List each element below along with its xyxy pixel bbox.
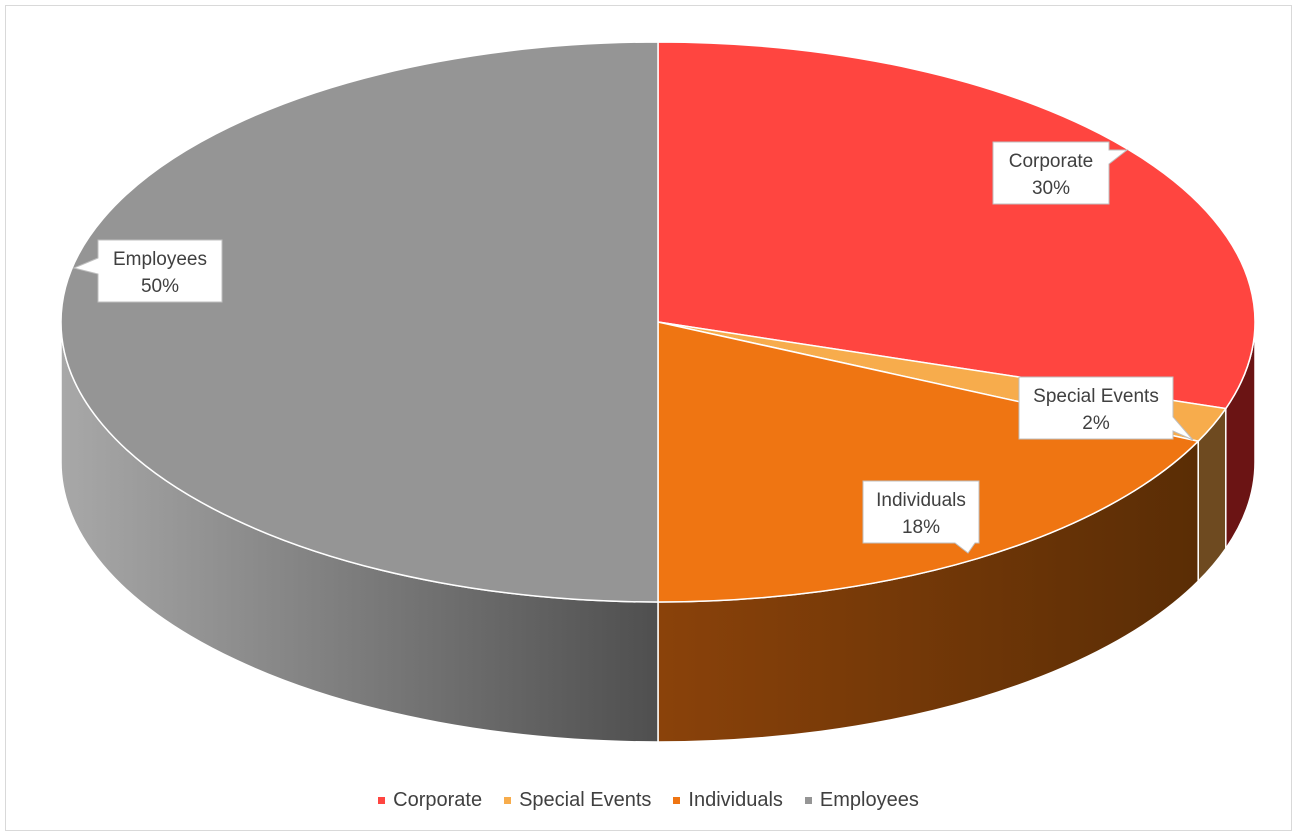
data-label-percent: 50% bbox=[141, 276, 179, 297]
data-label-special-events: Special Events 2% bbox=[1018, 376, 1194, 441]
legend-swatch bbox=[673, 797, 681, 804]
data-label-category: Individuals bbox=[876, 490, 966, 511]
legend-label: Employees bbox=[819, 789, 919, 811]
data-label-category: Corporate bbox=[1009, 151, 1094, 172]
pie-slice-employees bbox=[60, 41, 659, 603]
legend-item-employees: Employees bbox=[804, 789, 919, 812]
legend-item-special-events: Special Events bbox=[504, 789, 651, 812]
data-labels: Corporate 30% Special Events 2% Individuals 1… bbox=[72, 141, 1194, 554]
data-label-individuals: Individuals 18% bbox=[862, 480, 980, 554]
legend-swatch bbox=[804, 797, 812, 804]
legend: Corporate Special Events Individuals Employ… bbox=[0, 789, 1297, 812]
data-label-box bbox=[72, 239, 223, 303]
legend-swatch bbox=[504, 797, 512, 804]
legend-label: Corporate bbox=[393, 789, 483, 811]
data-label-percent: 30% bbox=[1032, 178, 1070, 199]
data-label-category: Employees bbox=[113, 249, 207, 270]
legend-item-corporate: Corporate bbox=[378, 789, 482, 812]
pie-tops bbox=[60, 41, 1256, 603]
data-label-box bbox=[1018, 376, 1194, 441]
data-label-percent: 2% bbox=[1082, 413, 1110, 434]
legend-swatch bbox=[378, 797, 386, 804]
data-label-category: Special Events bbox=[1033, 386, 1159, 407]
data-label-employees: Employees 50% bbox=[72, 239, 223, 303]
data-label-percent: 18% bbox=[902, 517, 940, 538]
legend-label: Individuals bbox=[688, 789, 783, 811]
legend-item-individuals: Individuals bbox=[673, 789, 783, 812]
data-label-corporate: Corporate 30% bbox=[992, 141, 1129, 205]
pie-slice-corporate bbox=[657, 41, 1256, 410]
data-label-box bbox=[992, 141, 1129, 205]
legend-label: Special Events bbox=[519, 789, 652, 811]
pie-sides bbox=[60, 321, 1256, 743]
pie-slice-individuals bbox=[657, 321, 1200, 603]
data-label-box bbox=[862, 480, 980, 554]
